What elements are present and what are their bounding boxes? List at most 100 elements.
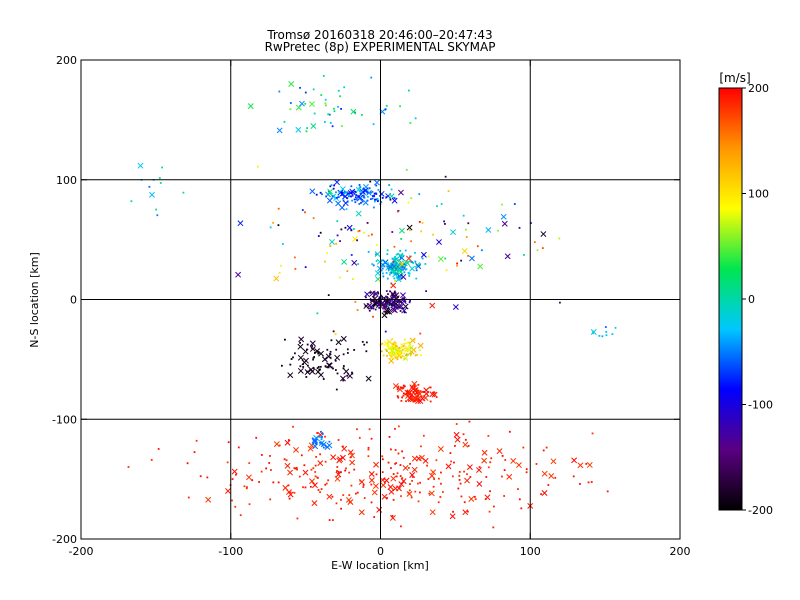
data-point-dot — [381, 458, 384, 461]
data-point-x — [389, 290, 396, 297]
data-point-dot — [378, 307, 381, 309]
data-point-x — [315, 368, 322, 375]
data-point-dot — [467, 444, 470, 447]
data-point-dot — [158, 177, 161, 179]
data-point-dot — [336, 220, 339, 223]
data-point-dot — [358, 187, 361, 190]
data-point-dot — [340, 498, 342, 501]
data-point-dot — [407, 271, 410, 274]
data-point-dot — [334, 359, 337, 362]
data-point-x — [317, 460, 324, 467]
data-point-dot — [354, 201, 357, 204]
data-point-dot — [351, 278, 354, 280]
data-point-dot — [371, 263, 374, 265]
data-point-x — [330, 454, 337, 461]
data-point-dot — [310, 468, 313, 471]
data-point-dot — [408, 255, 411, 258]
data-point-dot — [245, 487, 248, 490]
data-point-dot — [277, 224, 280, 227]
data-point-dot — [374, 292, 376, 295]
data-point-dot — [350, 185, 353, 188]
data-point-dot — [270, 469, 272, 471]
data-point-dot — [416, 395, 419, 397]
data-point-x — [548, 473, 555, 479]
data-point-dot — [326, 252, 328, 254]
data-point-dot — [444, 223, 446, 225]
data-point-dot — [422, 390, 424, 393]
data-point-dot — [150, 458, 153, 461]
data-point-dot — [373, 200, 376, 203]
data-point-x — [418, 454, 425, 461]
data-point-dot — [343, 192, 346, 195]
data-point-dot — [319, 365, 322, 368]
data-point-dot — [363, 497, 366, 499]
data-point-dot — [382, 275, 385, 278]
data-point-dot — [420, 395, 423, 398]
data-point-x — [371, 489, 378, 496]
data-point-dot — [327, 113, 330, 116]
data-point-x — [504, 253, 511, 260]
data-point-dot — [412, 391, 415, 393]
data-point-dot — [464, 438, 467, 441]
data-point-x — [349, 459, 356, 466]
data-point-dot — [432, 485, 435, 488]
data-point-dot — [398, 487, 401, 489]
data-point-dot — [518, 498, 521, 501]
data-point-dot — [489, 461, 492, 464]
data-point-x — [298, 336, 305, 343]
data-point-x — [374, 251, 381, 258]
data-point-dot — [433, 478, 435, 480]
data-point-dot — [417, 383, 420, 386]
data-point-x — [398, 481, 405, 488]
data-point-dot — [411, 479, 414, 482]
data-point-x — [390, 282, 397, 289]
data-point-dot — [408, 344, 411, 347]
data-point-x — [237, 220, 244, 227]
data-point-x — [445, 463, 452, 470]
data-point-dot — [373, 304, 376, 307]
data-point-dot — [376, 200, 379, 203]
data-point-x — [402, 303, 409, 310]
data-point-dot — [386, 277, 389, 280]
data-point-dot — [405, 354, 408, 357]
data-point-x — [430, 469, 437, 476]
data-point-dot — [409, 122, 412, 124]
data-point-dot — [324, 435, 326, 438]
data-point-dot — [351, 371, 353, 374]
data-point-dot — [365, 350, 368, 353]
data-point-dot — [403, 297, 406, 300]
data-point-dot — [299, 365, 302, 368]
data-point-dot — [462, 214, 465, 217]
data-point-dot — [340, 507, 343, 510]
data-point-x — [386, 338, 393, 345]
data-point-dot — [525, 468, 528, 471]
data-point-dot — [508, 430, 511, 433]
data-point-dot — [405, 400, 407, 403]
data-point-dot — [409, 229, 411, 232]
data-point-x — [429, 509, 436, 516]
data-point-x — [453, 431, 460, 438]
data-point-x — [345, 496, 352, 503]
data-point-dot — [269, 226, 272, 229]
data-point-dot — [451, 475, 454, 478]
data-point-dot — [344, 191, 347, 194]
data-point-dot — [337, 89, 340, 92]
data-point-x — [273, 275, 280, 282]
data-point-x — [484, 494, 491, 501]
data-point-x — [149, 191, 155, 198]
data-point-x — [341, 258, 348, 265]
data-point-dot — [425, 290, 428, 293]
data-point-dot — [376, 244, 378, 246]
data-point-dot — [293, 467, 296, 470]
data-point-dot — [413, 385, 416, 388]
data-point-x — [313, 434, 320, 441]
data-point-dot — [601, 335, 604, 338]
data-point-dot — [327, 366, 330, 369]
colorbar-unit-label: [m/s] — [719, 71, 750, 85]
data-point-dot — [304, 102, 307, 105]
data-point-dot — [492, 526, 495, 529]
data-point-dot — [397, 350, 400, 353]
data-point-dot — [310, 480, 313, 483]
y-tick-label: 0 — [70, 294, 77, 307]
